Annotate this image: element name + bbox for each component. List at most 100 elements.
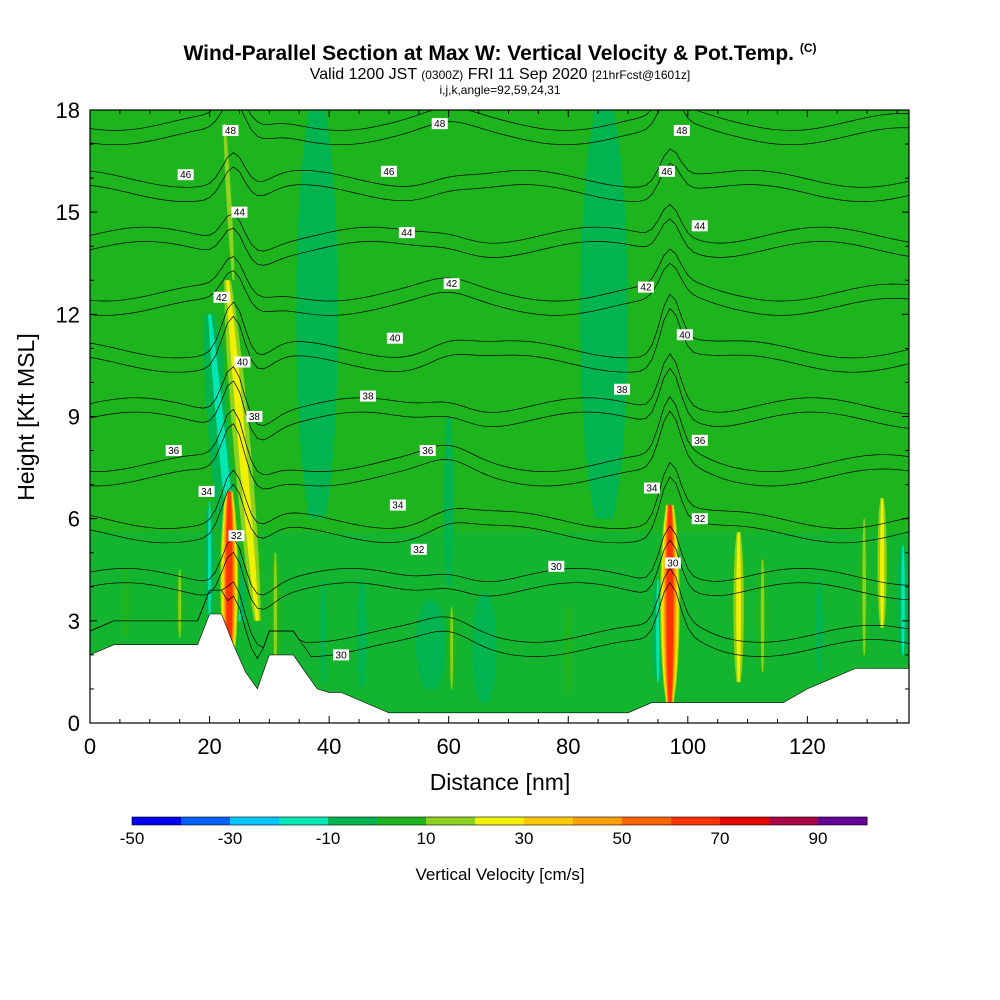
updraft-cell-shade [760,559,765,672]
x-tick-label: 20 [197,734,221,759]
theta-contour-44 [90,204,909,252]
colorbar-label: Vertical Velocity [cm/s] [415,865,584,884]
x-tick-label: 40 [317,734,341,759]
forecast-info: [21hrFcst@1601z] [591,68,691,82]
theta-contour-36 [90,396,909,476]
theta-label-21: 44 [231,206,248,219]
theta-contour-32 [90,539,909,610]
colorbar-swatch [524,817,574,825]
theta-label-box [389,499,406,511]
updraft-cell-shade [511,110,530,519]
title-block: Wind-Parallel Section at Max W: Vertical… [0,36,1000,96]
updraft-cell-10 [446,607,457,689]
theta-label-18: 42 [213,291,230,304]
theta-label-text: 40 [679,330,691,341]
theta-label-29: 48 [673,124,690,137]
updraft-cell-shade [736,532,741,683]
theta-contour-34 [90,461,909,529]
updraft-cell-12 [564,603,573,696]
theta-label-text: 38 [362,392,374,403]
theta-label-box [443,278,460,290]
theta-label-12: 38 [246,411,263,423]
theta-label-2: 30 [664,557,681,569]
theta-contour-46 [90,148,909,188]
theta-label-text: 34 [392,501,404,512]
theta-label-box [177,169,194,181]
downdraft-cell-shade [208,501,212,621]
updraft-cell-5 [269,552,282,672]
colorbar-swatch [132,817,182,825]
valid-utc: (0300Z) [421,68,464,82]
downdraft-cell-shade [296,110,339,519]
theta-contour-48 [90,110,909,131]
theta-contour-30 [90,567,909,649]
theta-contour-34 [90,476,909,544]
updraft-cell-shade [223,123,235,281]
theta-label-text: 32 [694,514,706,525]
contour-labels: 30 30 30 32 32 32 34 34 34 36 36 36 38 38 38 40 40 40 42 42… [165,118,708,661]
valid-date: FRI 11 Sep 2020 [467,66,588,83]
theta-label-text: 30 [336,650,348,661]
theta-label-8: 34 [643,482,660,495]
theta-label-box [691,220,708,232]
x-tick-label: 100 [669,734,706,759]
theta-contour-42 [90,262,909,316]
x-tick-label: 80 [556,734,580,759]
theta-label-28: 48 [431,118,448,130]
theta-label-box [398,227,415,239]
theta-label-box [228,530,245,542]
colorbar-tick-label: 50 [613,829,632,848]
theta-contour-32 [90,525,909,596]
colorbar-swatch [720,817,770,825]
updraft-cell-8 [858,518,871,655]
colorbar-tick-label: 90 [809,829,828,848]
theta-label-23: 44 [691,220,708,232]
downdraft-cell-6 [472,593,497,703]
updraft-cell-shade [152,178,171,451]
updraft-cell-shade [862,518,866,655]
theta-label-text: 42 [446,279,458,290]
colorbar-swatch [769,817,819,825]
theta-contour-46 [90,162,909,202]
updraft-cell-shade [122,569,130,638]
theta-label-text: 48 [676,126,688,137]
theta-contour-40 [90,293,909,359]
colorbar-swatch [671,817,721,825]
theta-label-text: 40 [237,358,249,369]
theta-label-4: 32 [228,530,245,542]
theta-contour-36 [90,410,909,490]
theta-label-26: 46 [658,165,675,178]
theta-label-16: 40 [386,332,403,345]
theta-contour-42 [90,248,909,302]
updraft-cell-9 [875,498,890,628]
downdraft-cell-5 [415,600,446,689]
theta-label-3: 32 [410,543,427,556]
updraft-cell-shade [666,505,674,703]
downdraft-cell-shade [415,600,446,689]
theta-contour-48 [90,110,909,146]
theta-label-box [165,445,182,457]
updraft-cell-7 [756,559,769,672]
colorbar-tick-label: -10 [316,829,341,848]
downdraft-cell-9 [896,545,909,655]
theta-label-box [419,445,436,457]
downdraft-cell-2 [204,501,215,621]
updraft-cell-shade [226,280,259,621]
theta-label-text: 40 [389,334,401,345]
valid-time: Valid 1200 JST [309,66,417,83]
theta-label-text: 48 [225,126,237,137]
updraft-cell-4 [174,569,185,638]
theta-label-text: 32 [231,531,243,542]
theta-label-20: 42 [637,281,654,294]
theta-label-27: 48 [222,124,239,137]
terrain-mask [89,613,910,724]
theta-label-text: 36 [422,446,434,457]
updraft-cell-1 [658,505,682,703]
theta-label-box [676,329,693,341]
theta-label-box [386,332,403,344]
theta-label-text: 44 [234,208,246,219]
theta-contour-44 [90,218,909,266]
colorbar-swatch [573,817,623,825]
